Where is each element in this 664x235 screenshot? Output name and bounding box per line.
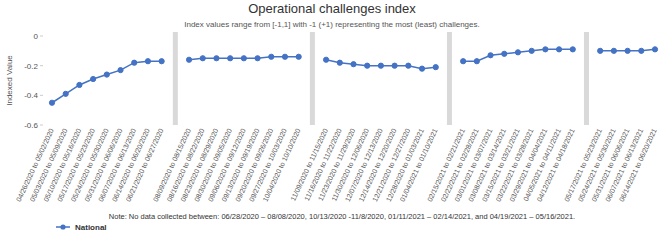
point	[337, 60, 342, 65]
point	[365, 63, 370, 68]
point	[323, 57, 328, 62]
y-tick	[40, 95, 43, 96]
y-tick	[40, 125, 43, 126]
point	[214, 56, 219, 61]
y-tick	[40, 36, 43, 37]
y-tick-label: -0.6	[24, 121, 38, 130]
chart: Operational challenges index Index values…	[0, 0, 664, 235]
point	[159, 59, 164, 64]
y-tick	[40, 65, 43, 66]
subtitle: Index values range from [-1,1] with -1 (…	[184, 20, 479, 29]
plot-area	[49, 47, 657, 106]
point	[474, 59, 479, 64]
point	[392, 63, 397, 68]
point	[433, 65, 438, 70]
point	[378, 63, 383, 68]
point	[49, 100, 54, 105]
point	[104, 72, 109, 77]
no-data-band	[310, 32, 315, 125]
legend-marker	[60, 224, 65, 229]
point	[282, 54, 287, 59]
point	[598, 48, 603, 53]
y-tick-label: -0.4	[24, 91, 38, 100]
point	[145, 59, 150, 64]
point	[488, 53, 493, 58]
point	[91, 76, 96, 81]
no-data-band	[447, 32, 452, 125]
point	[296, 54, 301, 59]
x-tick-label: 06/14/2021 to 06/20/2021	[618, 127, 658, 202]
point	[406, 63, 411, 68]
point	[419, 66, 424, 71]
line	[463, 49, 573, 61]
point	[556, 47, 561, 52]
point	[611, 48, 616, 53]
legend-label: National	[75, 223, 107, 232]
no-data-band	[173, 32, 178, 125]
point	[639, 48, 644, 53]
point	[77, 82, 82, 87]
point	[132, 60, 137, 65]
point	[461, 59, 466, 64]
point	[570, 47, 575, 52]
note: Note: No data collected between: 06/28/2…	[109, 212, 575, 221]
point	[625, 48, 630, 53]
point	[255, 56, 260, 61]
point	[228, 56, 233, 61]
point	[63, 91, 68, 96]
title: Operational challenges index	[248, 1, 416, 16]
line	[52, 61, 162, 103]
point	[652, 47, 657, 52]
point	[515, 50, 520, 55]
point	[543, 47, 548, 52]
point	[269, 54, 274, 59]
y-axis-label: Indexed Value	[5, 55, 14, 106]
point	[241, 56, 246, 61]
point	[502, 51, 507, 56]
point	[200, 56, 205, 61]
y-tick-label: 0	[34, 32, 39, 41]
point	[186, 57, 191, 62]
point	[529, 48, 534, 53]
no-data-band	[584, 32, 589, 125]
point	[118, 68, 123, 73]
y-tick-label: -0.2	[24, 62, 38, 71]
point	[351, 62, 356, 67]
